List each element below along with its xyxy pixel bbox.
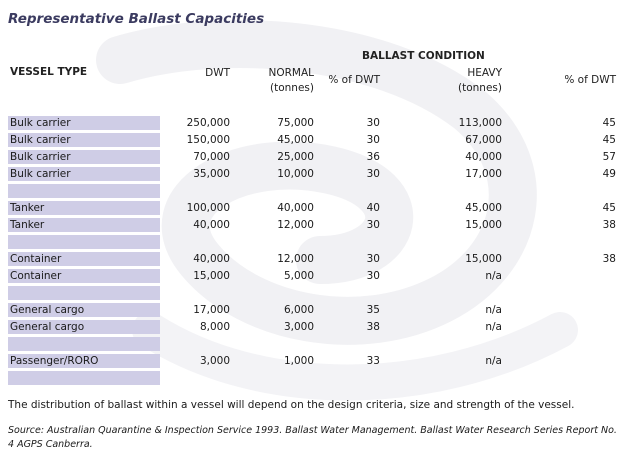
dwt-cell: 8,000 bbox=[199, 321, 230, 333]
dwt-header: DWT bbox=[205, 67, 230, 79]
heavy-cell: n/a bbox=[485, 321, 502, 333]
dwt-cell: 70,000 bbox=[193, 151, 230, 163]
normal-cell: 10,000 bbox=[277, 168, 314, 180]
dwt-cell: 17,000 bbox=[193, 304, 230, 316]
pct-normal-cell: 30 bbox=[366, 253, 380, 265]
heavy-cell: 67,000 bbox=[465, 134, 502, 146]
heavy-cell: n/a bbox=[485, 355, 502, 367]
normal-cell: 12,000 bbox=[277, 219, 314, 231]
normal-cell: 75,000 bbox=[277, 117, 314, 129]
heavy-cell: 15,000 bbox=[465, 219, 502, 231]
distribution-note: The distribution of ballast within a ves… bbox=[8, 399, 575, 411]
vessel-type-cell bbox=[8, 235, 160, 249]
heavy-header: HEAVY bbox=[467, 67, 502, 79]
vessel-type-cell: General cargo bbox=[8, 320, 160, 334]
vessel-type-cell: Container bbox=[8, 252, 160, 266]
page-title: Representative Ballast Capacities bbox=[8, 11, 265, 27]
dwt-cell: 35,000 bbox=[193, 168, 230, 180]
pct-normal-cell: 38 bbox=[366, 321, 380, 333]
heavy-cell: 113,000 bbox=[458, 117, 502, 129]
vessel-type-cell: Bulk carrier bbox=[8, 116, 160, 130]
pct-normal-cell: 30 bbox=[366, 219, 380, 231]
normal-header: NORMAL bbox=[268, 67, 314, 79]
pct-heavy-cell: 45 bbox=[602, 202, 616, 214]
normal-cell: 45,000 bbox=[277, 134, 314, 146]
pct-normal-cell: 36 bbox=[366, 151, 380, 163]
vessel-type-cell bbox=[8, 184, 160, 198]
vessel-type-cell bbox=[8, 286, 160, 300]
pct-normal-cell: 35 bbox=[366, 304, 380, 316]
pct-heavy-cell: 57 bbox=[602, 151, 616, 163]
normal-cell: 40,000 bbox=[277, 202, 314, 214]
pct-heavy-cell: 38 bbox=[602, 219, 616, 231]
pct-normal-cell: 40 bbox=[366, 202, 380, 214]
vessel-type-cell bbox=[8, 337, 160, 351]
pct-normal-cell: 30 bbox=[366, 134, 380, 146]
vessel-type-cell bbox=[8, 371, 160, 385]
vessel-type-cell: Passenger/RORO bbox=[8, 354, 160, 368]
pct-heavy-cell: 45 bbox=[602, 117, 616, 129]
vessel-type-cell: General cargo bbox=[8, 303, 160, 317]
heavy-cell: 40,000 bbox=[465, 151, 502, 163]
source-citation: Source: Australian Quarantine & Inspecti… bbox=[8, 425, 617, 450]
heavy-cell: n/a bbox=[485, 270, 502, 282]
normal-cell: 3,000 bbox=[283, 321, 314, 333]
dwt-cell: 3,000 bbox=[199, 355, 230, 367]
pct-heavy-cell: 45 bbox=[602, 134, 616, 146]
pct-heavy-cell: 38 bbox=[602, 253, 616, 265]
dwt-cell: 15,000 bbox=[193, 270, 230, 282]
pct-normal-cell: 30 bbox=[366, 270, 380, 282]
normal-unit-header: (tonnes) bbox=[270, 82, 314, 94]
dwt-cell: 40,000 bbox=[193, 253, 230, 265]
normal-cell: 6,000 bbox=[283, 304, 314, 316]
vessel-type-header: VESSEL TYPE bbox=[10, 66, 88, 78]
normal-cell: 1,000 bbox=[283, 355, 314, 367]
pct-dwt-normal-header: % of DWT bbox=[328, 74, 380, 86]
vessel-type-cell: Bulk carrier bbox=[8, 150, 160, 164]
heavy-unit-header: (tonnes) bbox=[458, 82, 502, 94]
vessel-type-cell: Tanker bbox=[8, 218, 160, 232]
normal-cell: 25,000 bbox=[277, 151, 314, 163]
dwt-cell: 150,000 bbox=[186, 134, 230, 146]
pct-heavy-cell: 49 bbox=[602, 168, 616, 180]
normal-cell: 12,000 bbox=[277, 253, 314, 265]
normal-cell: 5,000 bbox=[283, 270, 314, 282]
vessel-type-cell: Bulk carrier bbox=[8, 133, 160, 147]
dwt-cell: 250,000 bbox=[186, 117, 230, 129]
heavy-cell: 45,000 bbox=[465, 202, 502, 214]
pct-normal-cell: 33 bbox=[366, 355, 380, 367]
dwt-cell: 40,000 bbox=[193, 219, 230, 231]
vessel-type-cell: Tanker bbox=[8, 201, 160, 215]
heavy-cell: 15,000 bbox=[465, 253, 502, 265]
pct-normal-cell: 30 bbox=[366, 168, 380, 180]
dwt-cell: 100,000 bbox=[186, 202, 230, 214]
heavy-cell: n/a bbox=[485, 304, 502, 316]
pct-normal-cell: 30 bbox=[366, 117, 380, 129]
ballast-condition-header: BALLAST CONDITION bbox=[362, 50, 485, 62]
pct-dwt-heavy-header: % of DWT bbox=[564, 74, 616, 86]
vessel-type-cell: Container bbox=[8, 269, 160, 283]
vessel-type-cell: Bulk carrier bbox=[8, 167, 160, 181]
heavy-cell: 17,000 bbox=[465, 168, 502, 180]
